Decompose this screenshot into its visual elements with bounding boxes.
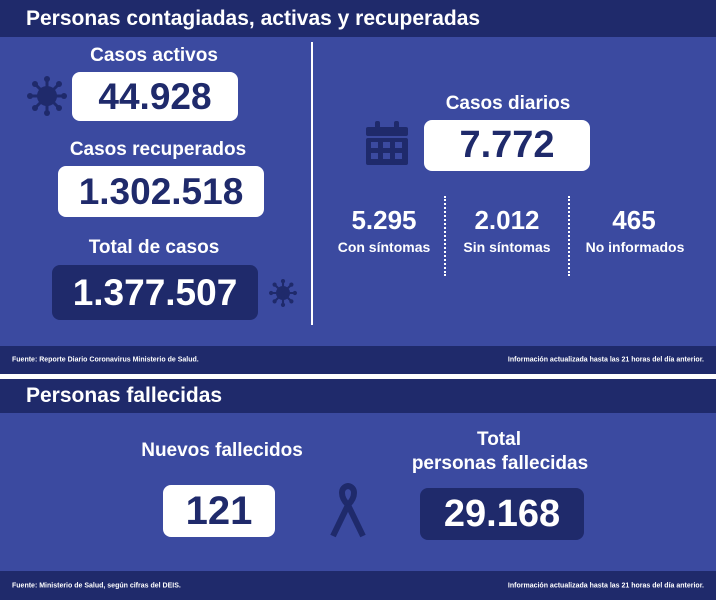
dotted-divider <box>568 196 570 276</box>
fallecidos-footer: Fuente: Ministerio de Salud, según cifra… <box>0 571 716 600</box>
total-fallecidos-label-line2: personas fallecidas <box>411 453 589 474</box>
nuevos-fallecidos-value: 121 <box>163 485 275 537</box>
total-fallecidos-label-line1: Total <box>477 429 521 450</box>
footer-source: Fuente: Reporte Diario Coronavirus Minis… <box>12 356 199 364</box>
no-informados-value: 465 <box>612 205 656 235</box>
footer-source: Fuente: Ministerio de Salud, según cifra… <box>12 582 181 589</box>
sin-sintomas-value: 2.012 <box>474 205 540 235</box>
contagios-panel: Personas contagiadas, activas y recupera… <box>0 0 716 374</box>
virus-icon <box>269 279 297 307</box>
sin-sintomas-label: Sin síntomas <box>463 239 551 255</box>
nuevos-fallecidos-label: Nuevos fallecidos <box>141 440 303 461</box>
calendar-icon <box>366 121 408 165</box>
casos-diarios-label: Casos diarios <box>445 93 571 114</box>
con-sintomas-label: Con síntomas <box>337 239 431 255</box>
casos-recuperados-value: 1.302.518 <box>58 166 264 217</box>
ribbon-icon <box>330 483 366 538</box>
casos-recuperados-label: Casos recuperados <box>69 139 247 160</box>
total-fallecidos-value: 29.168 <box>420 488 584 540</box>
casos-activos-value: 44.928 <box>72 72 238 121</box>
contagios-footer: Fuente: Reporte Diario Coronavirus Minis… <box>0 346 716 374</box>
virus-icon <box>27 76 67 116</box>
fallecidos-panel: Personas fallecidas Nuevos fallecidos 12… <box>0 379 716 600</box>
no-informados-label: No informados <box>585 239 685 255</box>
fallecidos-header: Personas fallecidas <box>0 379 716 413</box>
casos-diarios-value: 7.772 <box>424 120 590 171</box>
total-casos-label: Total de casos <box>88 237 220 258</box>
dotted-divider <box>444 196 446 276</box>
total-casos-value: 1.377.507 <box>52 265 258 320</box>
casos-activos-label: Casos activos <box>90 45 218 66</box>
vertical-divider <box>311 42 313 325</box>
con-sintomas-value: 5.295 <box>351 205 417 235</box>
contagios-header: Personas contagiadas, activas y recupera… <box>0 0 716 37</box>
footer-update-note: Información actualizada hasta las 21 hor… <box>507 356 704 364</box>
footer-update-note: Información actualizada hasta las 21 hor… <box>507 582 704 589</box>
